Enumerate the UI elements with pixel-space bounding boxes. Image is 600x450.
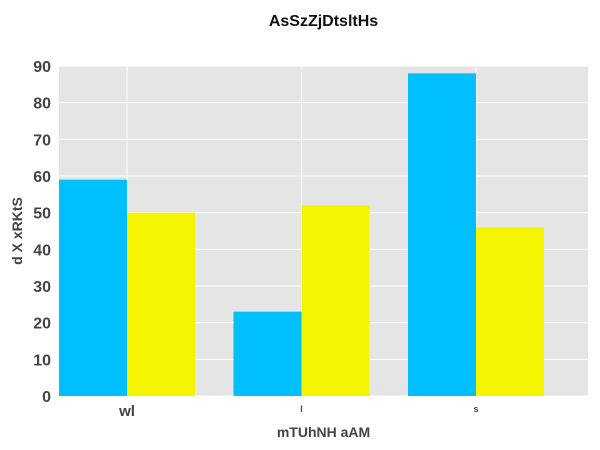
bar bbox=[233, 311, 302, 396]
y-tick-label: 30 bbox=[33, 279, 51, 296]
y-axis-label: d X xRKtS bbox=[9, 197, 25, 265]
y-tick-label: 40 bbox=[33, 242, 51, 259]
y-tick-label: 50 bbox=[33, 206, 51, 223]
y-tick-label: 70 bbox=[33, 132, 51, 149]
bar bbox=[408, 73, 476, 396]
bar bbox=[301, 205, 370, 396]
bar bbox=[127, 212, 195, 396]
x-axis-ticks: wl l s bbox=[118, 403, 478, 420]
bar bbox=[59, 179, 127, 396]
y-tick-label: 90 bbox=[33, 59, 51, 76]
chart-title: AsSzZjDtsltHs bbox=[269, 13, 378, 30]
bars bbox=[59, 73, 544, 396]
y-tick-label: 60 bbox=[33, 169, 51, 186]
y-tick-label: 80 bbox=[33, 96, 51, 113]
bar bbox=[476, 227, 544, 396]
y-tick-label: 10 bbox=[33, 352, 51, 369]
y-axis-ticks: 0 10 20 30 40 50 60 70 80 90 bbox=[33, 59, 51, 406]
x-axis-label: mTUhNH aAM bbox=[277, 424, 370, 440]
y-tick-label: 0 bbox=[42, 389, 51, 406]
x-tick-label: l bbox=[300, 404, 303, 414]
x-tick-label: s bbox=[473, 404, 478, 414]
x-tick-label: wl bbox=[118, 403, 135, 420]
y-tick-label: 20 bbox=[33, 316, 51, 333]
